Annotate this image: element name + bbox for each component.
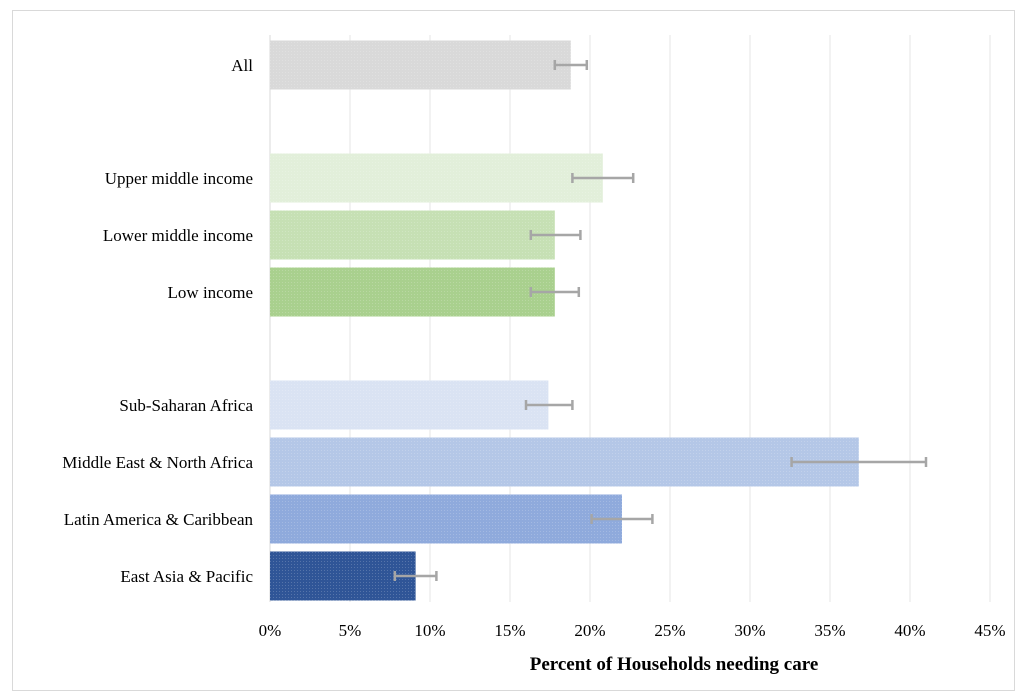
x-tick-label: 15% bbox=[494, 621, 525, 640]
category-label: Sub-Saharan Africa bbox=[119, 396, 253, 415]
error-bar bbox=[571, 173, 635, 183]
category-labels: All Upper middle income Lower middle incom… bbox=[62, 56, 253, 586]
error-bar bbox=[790, 457, 928, 467]
category-label: Latin America & Caribbean bbox=[64, 510, 254, 529]
x-tick-label: 10% bbox=[414, 621, 445, 640]
chart-frame bbox=[12, 10, 1015, 691]
x-tick-label: 30% bbox=[734, 621, 765, 640]
x-tick-label: 0% bbox=[259, 621, 282, 640]
x-tick-labels: 0% 5% 10% 15% 20% 25% 30% 35% 40% 45% bbox=[259, 621, 1006, 640]
category-label: Upper middle income bbox=[105, 169, 253, 188]
category-label: East Asia & Pacific bbox=[120, 567, 253, 586]
bar-texture bbox=[270, 551, 416, 601]
x-axis-title: Percent of Households needing care bbox=[530, 654, 819, 675]
category-label: All bbox=[231, 56, 253, 75]
bars bbox=[270, 40, 859, 601]
x-tick-label: 25% bbox=[654, 621, 685, 640]
bar-texture bbox=[270, 380, 549, 430]
error-bar bbox=[529, 230, 582, 240]
bar-texture bbox=[270, 40, 571, 90]
error-bar bbox=[553, 60, 589, 70]
category-label: Middle East & North Africa bbox=[62, 453, 253, 472]
x-tick-label: 20% bbox=[574, 621, 605, 640]
x-tick-label: 40% bbox=[894, 621, 925, 640]
bar-texture bbox=[270, 210, 555, 260]
category-label: Lower middle income bbox=[103, 226, 253, 245]
x-tick-label: 5% bbox=[339, 621, 362, 640]
bar-texture bbox=[270, 494, 622, 544]
bar-texture bbox=[270, 153, 603, 203]
error-bar bbox=[590, 514, 654, 524]
error-bar bbox=[524, 400, 574, 410]
bar-texture bbox=[270, 437, 859, 487]
bar-texture bbox=[270, 267, 555, 317]
error-bars bbox=[393, 60, 928, 581]
error-bar bbox=[393, 571, 438, 581]
x-tick-label: 45% bbox=[974, 621, 1005, 640]
error-bar bbox=[529, 287, 581, 297]
category-label: Low income bbox=[168, 283, 253, 302]
x-tick-label: 35% bbox=[814, 621, 845, 640]
